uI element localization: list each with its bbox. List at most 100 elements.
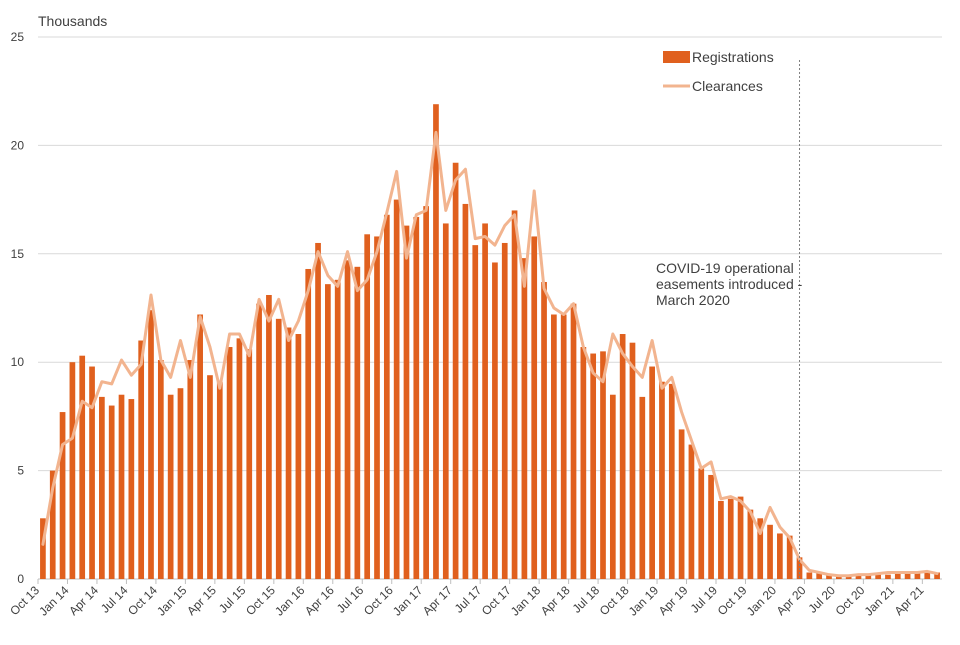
x-tick-label: Jan 14 (36, 583, 72, 619)
x-tick-label: Jan 19 (626, 583, 662, 619)
x-tick-label: Oct 17 (479, 583, 514, 618)
registrations-bar (207, 375, 213, 579)
registrations-bar (226, 347, 233, 579)
registrations-bar (708, 474, 714, 579)
registrations-bar (718, 500, 724, 579)
registrations-bar (315, 242, 321, 579)
x-tick-label: Oct 16 (361, 583, 396, 618)
registrations-bar (600, 351, 606, 579)
x-tick-label: Apr 21 (892, 583, 927, 618)
x-tick-label: Jul 17 (452, 583, 485, 616)
x-tick-label: Oct 15 (243, 583, 278, 618)
registrations-bar (187, 360, 194, 579)
registrations-bar (737, 496, 744, 579)
x-tick-label: Oct 18 (597, 583, 632, 618)
clearances-line-layer (41, 130, 939, 578)
registrations-bar (904, 573, 911, 579)
registrations-bar (413, 216, 420, 579)
registrations-bar (934, 572, 940, 579)
x-tick-label: Oct 19 (715, 583, 750, 618)
registrations-bar (285, 327, 292, 579)
registrations-bar (531, 236, 538, 579)
registrations-bar (128, 399, 135, 579)
x-tick-label: Apr 19 (656, 583, 691, 618)
x-tick-label: Jan 20 (744, 583, 780, 619)
registrations-bar (295, 334, 302, 579)
registrations-bar (727, 498, 734, 579)
registrations-bar (334, 279, 341, 579)
registrations-bar (236, 338, 243, 579)
x-tick-label: Jan 21 (862, 583, 898, 619)
registrations-bar (472, 245, 479, 580)
registrations-bar (678, 429, 685, 579)
registrations-bar (216, 381, 223, 579)
registrations-bar (894, 573, 901, 579)
registrations-bar (619, 334, 626, 579)
registrations-bar (816, 572, 823, 579)
x-tick-label: Oct 14 (125, 583, 160, 618)
registrations-bar (865, 574, 872, 579)
registrations-bar (698, 468, 705, 579)
registrations-bar (393, 199, 400, 579)
x-tick-label: Jul 14 (98, 583, 131, 616)
registrations-bar (757, 518, 764, 579)
registrations-bar (511, 210, 518, 579)
y-axis-label: Thousands (38, 13, 107, 29)
registrations-bar (403, 225, 410, 579)
registrations-bar (649, 366, 655, 579)
registrations-bar (855, 575, 862, 579)
annotation-text-line: easements introduced - (656, 276, 803, 292)
x-tick-label: Jul 19 (688, 583, 721, 616)
registrations-bar (354, 266, 361, 579)
registrations-bar (570, 303, 577, 579)
x-tick-label: Apr 15 (184, 583, 219, 618)
registrations-bar (197, 314, 203, 579)
y-axis-ticks: 0 5 10 15 20 25 (11, 30, 25, 586)
registrations-bar (383, 214, 390, 579)
registrations-bar (325, 284, 331, 579)
registrations-bar (40, 518, 46, 579)
registrations-bar (747, 509, 754, 579)
annotation-text-line: COVID-19 operational (656, 260, 794, 276)
registrations-bar (49, 470, 56, 579)
registrations-bar (914, 572, 921, 579)
registrations-bar (885, 574, 891, 579)
x-tick-label: Jan 15 (154, 583, 190, 619)
y-tick-label: 0 (17, 572, 24, 586)
registrations-bars (40, 104, 940, 580)
y-tick-label: 15 (11, 247, 25, 261)
y-tick-label: 10 (11, 355, 25, 369)
registrations-bar (148, 310, 154, 579)
registrations-bar (138, 340, 145, 579)
x-tick-label: Oct 20 (833, 583, 868, 618)
x-tick-label: Jan 16 (272, 583, 308, 619)
registrations-bar (659, 381, 665, 579)
registrations-bar (374, 236, 380, 579)
registrations-bar (167, 394, 174, 579)
x-tick-label: Oct 13 (7, 583, 42, 618)
registrations-bar (492, 262, 498, 579)
registrations-bar (845, 575, 852, 579)
x-tick-label: Jul 20 (805, 583, 838, 616)
legend-registrations-label: Registrations (692, 49, 774, 65)
registrations-bar (305, 268, 312, 579)
registrations-bar (826, 574, 832, 579)
registrations-bar (590, 353, 597, 579)
legend-registrations-swatch (663, 51, 690, 63)
registrations-bar (875, 574, 881, 579)
registrations-bar (521, 258, 528, 579)
registrations-bar (108, 405, 115, 579)
registrations-bar (452, 162, 459, 579)
x-tick-label: Jul 15 (216, 583, 249, 616)
registrations-bar (501, 242, 508, 579)
registrations-bar (688, 444, 695, 579)
registrations-bar (79, 355, 86, 579)
registrations-bar (246, 349, 253, 579)
x-tick-label: Apr 18 (538, 583, 573, 618)
registrations-bar (69, 362, 76, 579)
registrations-bar (442, 223, 449, 579)
